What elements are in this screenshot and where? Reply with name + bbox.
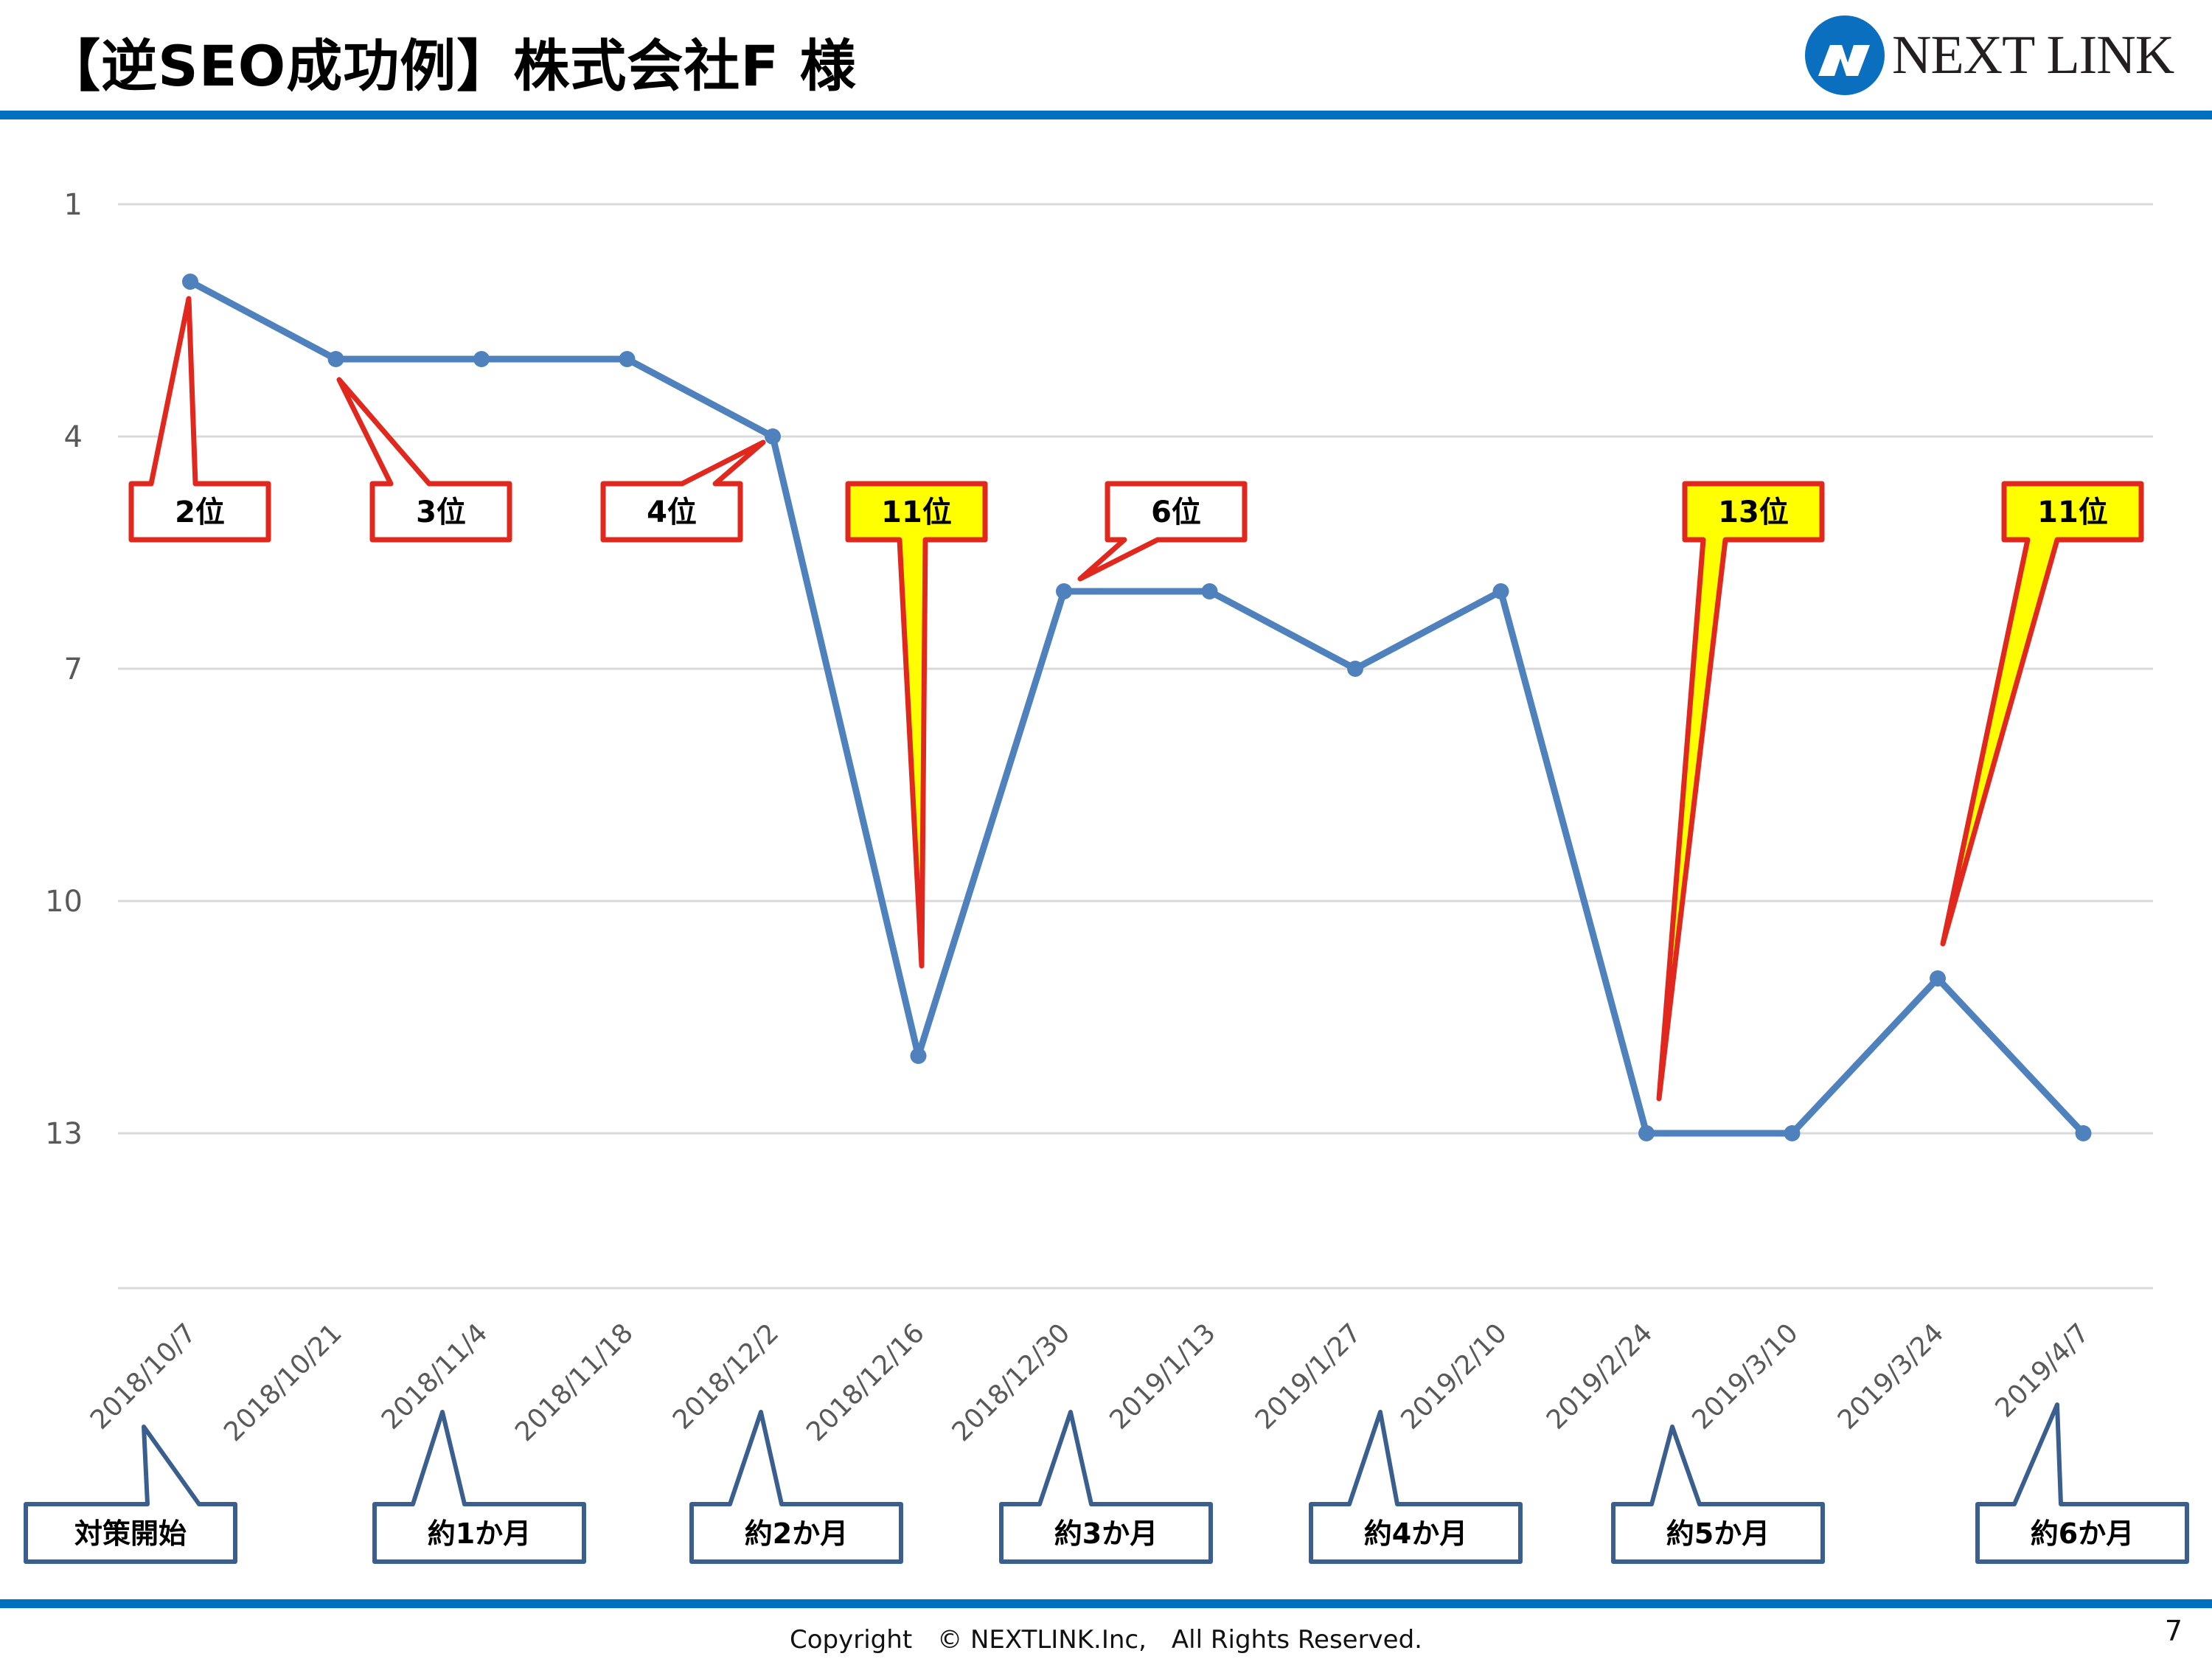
x-tick-label: 2019/3/10 [1686, 1318, 1804, 1436]
callout-label: 11位 [2037, 495, 2108, 529]
series-line [188, 279, 2086, 1137]
rank-callout: 13位 [1656, 481, 1825, 1102]
period-label: 対策開始 [74, 1517, 187, 1550]
data-point [765, 428, 781, 445]
period-shape [1611, 1425, 1825, 1564]
period-callout: 対策開始 [24, 1425, 237, 1564]
callout-shape [600, 439, 766, 543]
page-title: 【逆SEO成功例】株式会社F 様 [44, 33, 857, 99]
x-tick-label: 2018/10/7 [85, 1318, 203, 1436]
period-label: 約3か月 [1054, 1517, 1158, 1550]
period-label: 約2か月 [745, 1517, 848, 1550]
rank-callout: 3位 [336, 377, 512, 543]
footer-divider [0, 1599, 2212, 1608]
y-tick-label: 7 [64, 653, 83, 686]
logo-text: NEXT LINK [1892, 24, 2174, 86]
data-point [1492, 583, 1509, 599]
period-callout: 約3か月 [999, 1410, 1213, 1564]
data-point [1638, 1125, 1655, 1141]
period-callout: 約4か月 [1309, 1410, 1523, 1564]
data-point [1347, 661, 1363, 677]
period-shape [24, 1425, 237, 1564]
header-divider [0, 111, 2212, 119]
callout-label: 3位 [416, 495, 466, 529]
callout-shape [1940, 481, 2144, 947]
callout-shape [128, 296, 271, 543]
nextlink-n-logo-icon [1805, 15, 1885, 95]
callout-shape [336, 377, 512, 543]
x-tick-label: 2018/11/4 [376, 1318, 494, 1436]
y-tick-label: 10 [45, 885, 83, 919]
y-tick-label: 1 [64, 188, 83, 222]
period-callout: 約1か月 [372, 1410, 586, 1564]
data-point [182, 274, 198, 290]
x-axis-ticks: 2018/10/7 2018/10/21 2018/11/4 2018/11/18 20… [85, 1318, 2096, 1447]
callout-label: 6位 [1151, 495, 1201, 529]
callout-label: 4位 [647, 495, 697, 529]
callout-label: 13位 [1718, 495, 1789, 529]
data-point [2075, 1125, 2092, 1141]
period-shape [1309, 1410, 1523, 1564]
x-tick-label: 2019/4/7 [1990, 1318, 2096, 1423]
rank-callout: 11位 [845, 481, 988, 969]
copyright-text: Copyright © NEXTLINK.Inc, All Rights Res… [790, 1625, 1422, 1655]
period-shape [372, 1410, 586, 1564]
period-callout: 約2か月 [689, 1410, 903, 1564]
period-shape [999, 1410, 1213, 1564]
period-label: 約1か月 [428, 1517, 531, 1550]
y-tick-label: 4 [64, 420, 83, 454]
x-tick-label: 2019/3/24 [1832, 1318, 1950, 1436]
period-shape [689, 1410, 903, 1564]
data-point [1201, 583, 1218, 599]
data-point [619, 351, 636, 367]
y-tick-label: 13 [45, 1117, 83, 1151]
data-point [1784, 1125, 1801, 1141]
data-point [1930, 970, 1946, 987]
period-callout: 約6か月 [1975, 1402, 2189, 1564]
period-callout: 約5か月 [1611, 1425, 1825, 1564]
y-axis-ticks: 1 4 7 10 13 [45, 188, 83, 1151]
rank-callout: 4位 [600, 439, 766, 543]
page-number: 7 [2164, 1615, 2183, 1647]
x-tick-label: 2019/2/10 [1395, 1318, 1513, 1436]
gridlines [118, 203, 2153, 1290]
callout-shape [1077, 481, 1248, 582]
x-tick-label: 2018/10/21 [218, 1318, 348, 1447]
callout-label: 2位 [175, 495, 225, 529]
rank-callouts: 2位 3位 4位 11位 6位 13位 11位 [128, 296, 2144, 1102]
rank-callout: 6位 [1077, 481, 1248, 582]
data-point [327, 351, 344, 367]
rank-series [182, 274, 2092, 1141]
x-tick-label: 2019/2/24 [1541, 1318, 1659, 1436]
period-callouts: 対策開始 約1か月 約2か月 約3か月 約4か月 約5か月 約6か月 [24, 1402, 2189, 1564]
x-tick-label: 2018/12/16 [801, 1318, 931, 1447]
callout-label: 11位 [881, 495, 952, 529]
rank-callout: 2位 [128, 296, 271, 543]
x-tick-label: 2018/12/2 [667, 1318, 785, 1436]
x-tick-label: 2018/12/30 [947, 1318, 1077, 1447]
x-tick-label: 2019/1/13 [1104, 1318, 1222, 1436]
x-tick-label: 2019/1/27 [1250, 1318, 1368, 1436]
data-point [473, 351, 490, 367]
callout-shape [1656, 481, 1825, 1102]
period-label: 約6か月 [2031, 1517, 2134, 1550]
data-point [910, 1048, 927, 1064]
data-point [1056, 583, 1072, 599]
period-shape [1975, 1402, 2189, 1564]
callout-shape [845, 481, 988, 969]
x-tick-label: 2018/11/18 [509, 1318, 639, 1447]
rank-callout: 11位 [1940, 481, 2144, 947]
period-label: 約4か月 [1364, 1517, 1467, 1550]
period-label: 約5か月 [1666, 1517, 1770, 1550]
company-logo: NEXT LINK [1805, 15, 2174, 96]
